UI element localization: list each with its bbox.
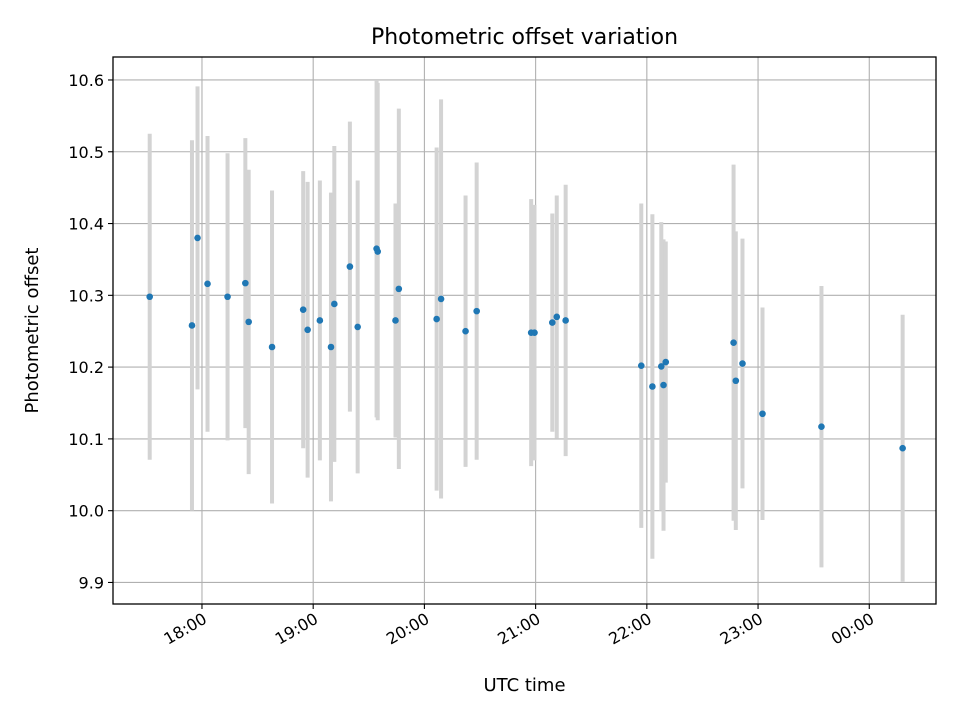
data-point (549, 319, 556, 326)
data-point (242, 279, 249, 287)
data-point (316, 317, 324, 324)
data-point (346, 263, 354, 270)
data-point (531, 329, 538, 336)
y-tick-label: 10.1 (68, 430, 104, 449)
data-point (299, 306, 307, 313)
data-point (194, 234, 201, 242)
data-point (374, 248, 381, 255)
data-point (327, 343, 335, 351)
data-point (304, 326, 311, 334)
data-point (739, 360, 746, 367)
y-axis-label: Photometric offset (22, 248, 43, 414)
data-point (657, 363, 665, 370)
data-point (732, 377, 740, 385)
data-point (649, 383, 656, 390)
data-point (562, 317, 569, 324)
data-point (268, 343, 276, 351)
data-point (354, 323, 361, 331)
data-point (662, 358, 670, 366)
data-point (224, 293, 231, 301)
data-point (433, 315, 440, 323)
data-point (899, 444, 906, 452)
data-point (437, 295, 445, 303)
data-point (462, 327, 469, 335)
data-point (146, 293, 154, 301)
y-tick-label: 10.3 (68, 286, 104, 305)
data-point (204, 280, 211, 288)
data-point (392, 317, 399, 324)
data-point (331, 300, 338, 308)
y-axis-ticks: 9.9 10.0 10.1 10.2 10.3 10.4 10.5 10.6 (68, 71, 113, 592)
data-point (759, 410, 766, 418)
y-tick-label: 10.2 (68, 358, 104, 377)
y-tick-label: 10.4 (68, 215, 104, 234)
y-tick-label: 10.6 (68, 71, 104, 90)
data-point (188, 322, 196, 329)
data-points (146, 234, 906, 452)
x-axis-label: UTC time (483, 675, 565, 696)
y-tick-label: 10.0 (68, 502, 104, 521)
data-point (637, 362, 645, 369)
data-point (730, 339, 737, 347)
plot-frame (112, 56, 937, 605)
chart-title: Photometric offset variation (371, 25, 678, 50)
data-point (660, 381, 667, 389)
y-tick-label: 10.5 (68, 143, 104, 162)
data-point (473, 307, 480, 315)
data-point (395, 285, 403, 293)
data-point (818, 423, 825, 430)
data-point (553, 313, 561, 321)
y-tick-label: 9.9 (79, 573, 104, 592)
data-point (245, 318, 252, 326)
